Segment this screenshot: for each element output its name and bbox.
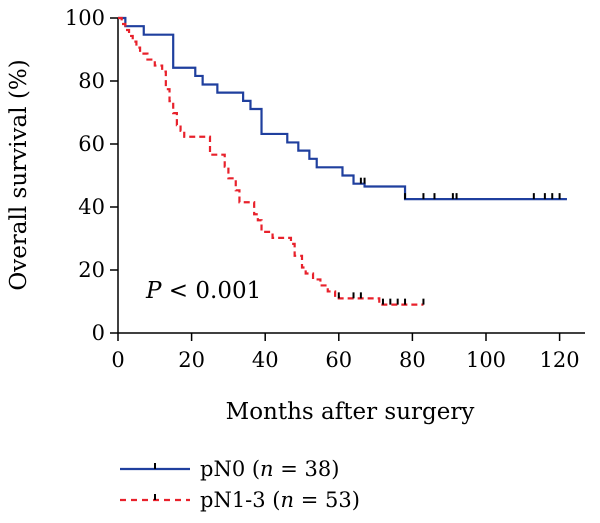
legend-label-pn13-suffix: = 53) bbox=[294, 488, 360, 512]
y-tick-label: 100 bbox=[65, 6, 105, 30]
series-0 bbox=[118, 16, 567, 201]
legend-label-pn13-prefix: pN1-3 ( bbox=[200, 488, 281, 512]
x-tick-label: 20 bbox=[178, 348, 205, 372]
legend: pN0 (n = 38) pN1-3 (n = 53) bbox=[120, 457, 360, 512]
x-tick-label: 100 bbox=[466, 348, 506, 372]
x-tick-label: 40 bbox=[252, 348, 279, 372]
y-tick-label: 40 bbox=[78, 195, 105, 219]
legend-label-pn13: pN1-3 (n = 53) bbox=[200, 488, 360, 512]
x-tick-label: 0 bbox=[111, 348, 124, 372]
legend-item-pn0: pN0 (n = 38) bbox=[120, 457, 339, 481]
survival-curve-line bbox=[118, 16, 424, 306]
x-tick-label: 60 bbox=[325, 348, 352, 372]
x-tick-label: 80 bbox=[399, 348, 426, 372]
legend-label-pn0: pN0 (n = 38) bbox=[200, 457, 339, 481]
y-tick-label: 60 bbox=[78, 132, 105, 156]
survival-curve-line bbox=[118, 16, 567, 201]
series-1 bbox=[118, 16, 425, 306]
y-axis-label: Overall survival (%) bbox=[6, 59, 32, 290]
axis-ticks: 0 20 40 60 80 100 120 0 20 40 60 80 100 bbox=[65, 6, 580, 372]
p-value-text: < 0.001 bbox=[161, 278, 261, 304]
legend-label-pn0-prefix: pN0 ( bbox=[200, 457, 260, 481]
x-tick-label: 120 bbox=[540, 348, 580, 372]
axes: 0 20 40 60 80 100 120 0 20 40 60 80 100 Overall surv… bbox=[6, 6, 585, 425]
legend-label-pn0-n: n bbox=[260, 457, 274, 481]
p-value-annotation: P < 0.001 bbox=[145, 278, 261, 304]
y-tick-label: 80 bbox=[78, 69, 105, 93]
p-value-symbol: P bbox=[145, 278, 162, 304]
legend-label-pn0-suffix: = 38) bbox=[274, 457, 340, 481]
x-axis-label: Months after surgery bbox=[226, 399, 475, 425]
legend-label-pn13-n: n bbox=[281, 488, 295, 512]
y-tick-label: 0 bbox=[92, 321, 105, 345]
survival-curves bbox=[118, 16, 567, 306]
y-tick-label: 20 bbox=[78, 258, 105, 282]
legend-item-pn13: pN1-3 (n = 53) bbox=[120, 488, 360, 512]
